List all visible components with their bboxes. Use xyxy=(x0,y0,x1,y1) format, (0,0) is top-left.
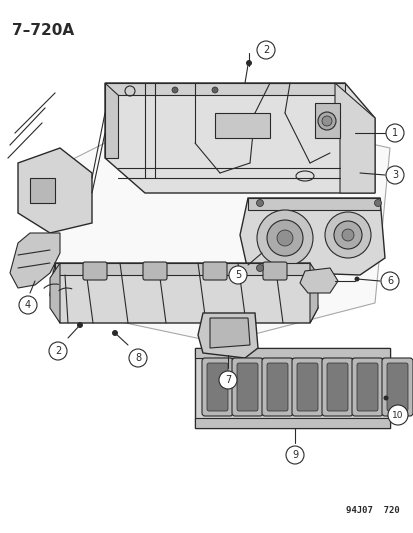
Text: 8: 8 xyxy=(135,353,141,363)
FancyBboxPatch shape xyxy=(202,262,226,280)
FancyBboxPatch shape xyxy=(262,262,286,280)
Text: 5: 5 xyxy=(234,270,240,280)
Text: 6: 6 xyxy=(386,276,392,286)
Text: 1: 1 xyxy=(391,128,397,138)
Polygon shape xyxy=(334,83,374,193)
Polygon shape xyxy=(105,83,344,95)
Polygon shape xyxy=(10,233,60,288)
Text: 7: 7 xyxy=(224,375,230,385)
Circle shape xyxy=(276,230,292,246)
Circle shape xyxy=(374,199,380,206)
Polygon shape xyxy=(195,348,389,358)
FancyBboxPatch shape xyxy=(202,358,233,416)
Circle shape xyxy=(256,41,274,59)
Text: 4: 4 xyxy=(25,300,31,310)
FancyBboxPatch shape xyxy=(321,358,352,416)
Circle shape xyxy=(385,166,403,184)
FancyBboxPatch shape xyxy=(83,262,107,280)
Circle shape xyxy=(387,405,407,425)
FancyBboxPatch shape xyxy=(291,358,322,416)
Polygon shape xyxy=(105,83,374,193)
Circle shape xyxy=(19,296,37,314)
Circle shape xyxy=(171,87,178,93)
FancyBboxPatch shape xyxy=(142,262,166,280)
Polygon shape xyxy=(299,268,337,293)
FancyBboxPatch shape xyxy=(326,363,347,411)
Circle shape xyxy=(380,272,398,290)
Polygon shape xyxy=(195,348,389,428)
Circle shape xyxy=(333,221,361,249)
Circle shape xyxy=(112,330,118,336)
Circle shape xyxy=(266,220,302,256)
FancyBboxPatch shape xyxy=(296,363,317,411)
FancyBboxPatch shape xyxy=(236,363,257,411)
FancyBboxPatch shape xyxy=(381,358,412,416)
Polygon shape xyxy=(45,103,389,343)
Circle shape xyxy=(49,342,67,360)
Polygon shape xyxy=(50,263,317,323)
Text: 7–720A: 7–720A xyxy=(12,23,74,38)
FancyBboxPatch shape xyxy=(266,363,287,411)
Text: 94J07  720: 94J07 720 xyxy=(345,506,399,515)
Polygon shape xyxy=(30,178,55,203)
Circle shape xyxy=(129,349,147,367)
FancyBboxPatch shape xyxy=(356,363,377,411)
Polygon shape xyxy=(309,263,317,323)
Polygon shape xyxy=(55,263,309,275)
Circle shape xyxy=(256,199,263,206)
FancyBboxPatch shape xyxy=(231,358,262,416)
Polygon shape xyxy=(214,113,269,138)
Text: 2: 2 xyxy=(262,45,268,55)
Circle shape xyxy=(341,229,353,241)
FancyBboxPatch shape xyxy=(261,358,292,416)
Circle shape xyxy=(321,116,331,126)
Circle shape xyxy=(245,60,252,66)
Polygon shape xyxy=(240,198,384,275)
Circle shape xyxy=(256,264,263,271)
Polygon shape xyxy=(314,103,339,138)
Polygon shape xyxy=(197,313,257,358)
Text: 9: 9 xyxy=(291,450,297,460)
Circle shape xyxy=(317,112,335,130)
Polygon shape xyxy=(247,198,379,210)
Circle shape xyxy=(324,212,370,258)
Circle shape xyxy=(218,371,236,389)
Polygon shape xyxy=(18,148,92,233)
Circle shape xyxy=(385,124,403,142)
FancyBboxPatch shape xyxy=(351,358,382,416)
Text: 3: 3 xyxy=(391,170,397,180)
Circle shape xyxy=(228,266,247,284)
Text: 10: 10 xyxy=(391,410,403,419)
Text: 2: 2 xyxy=(55,346,61,356)
Circle shape xyxy=(382,395,387,400)
FancyBboxPatch shape xyxy=(386,363,407,411)
Circle shape xyxy=(256,210,312,266)
Circle shape xyxy=(354,277,358,281)
Polygon shape xyxy=(209,318,249,348)
Polygon shape xyxy=(105,83,118,158)
Polygon shape xyxy=(50,263,60,323)
FancyBboxPatch shape xyxy=(206,363,228,411)
Polygon shape xyxy=(195,418,389,428)
Circle shape xyxy=(285,446,303,464)
Circle shape xyxy=(77,322,83,328)
Circle shape xyxy=(211,87,218,93)
